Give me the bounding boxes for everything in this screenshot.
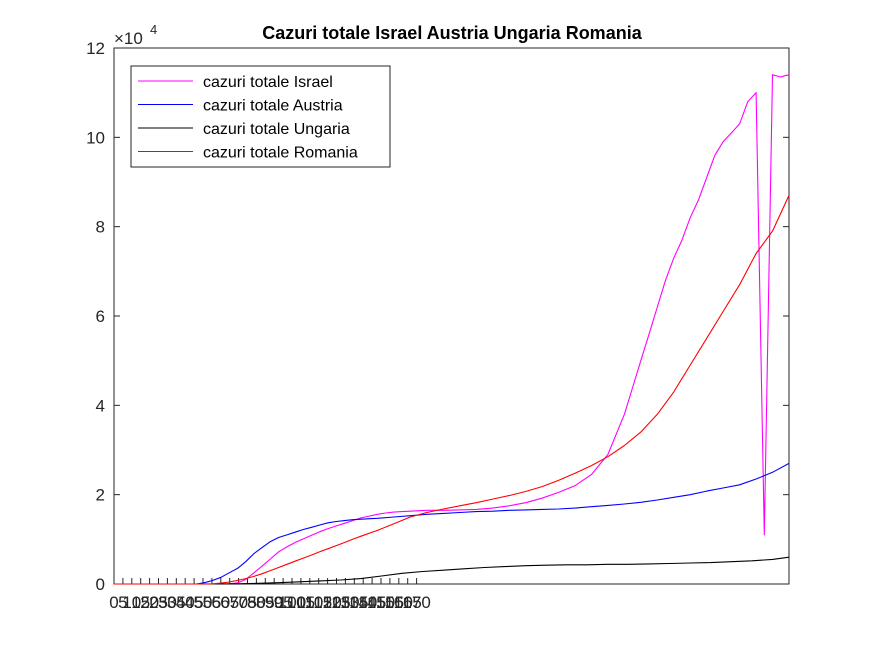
x-tick-label: 170 (402, 593, 430, 612)
series-lines (114, 74, 790, 585)
chart-title: Cazuri totale Israel Austria Ungaria Rom… (262, 23, 642, 43)
y-tick-label: 6 (96, 307, 105, 326)
x-tick-label: 120 (313, 593, 341, 612)
x-tick-label: 130 (331, 593, 359, 612)
y-axis-exponent: ×10 4 (114, 22, 157, 48)
x-tick-label: 100 (278, 593, 306, 612)
legend-label: cazuri totale Israel (203, 74, 333, 91)
x-tick-label: 135 (340, 593, 368, 612)
x-tick-label: 50 (194, 593, 213, 612)
y-exponent-power: 4 (150, 22, 157, 37)
legend-box (130, 65, 391, 168)
x-tick-label: 40 (176, 593, 195, 612)
x-tick-label: 75 (238, 593, 257, 612)
y-tick-label: 4 (96, 396, 105, 415)
x-tick-label: 5 (118, 593, 127, 612)
y-axis: 0 2 4 6 8 10 12 (86, 39, 789, 594)
y-tick-label: 8 (96, 218, 105, 237)
legend-label: cazuri totale Ungaria (203, 121, 350, 138)
x-tick-label: 0 (109, 593, 118, 612)
legend-label: cazuri totale Romania (203, 145, 358, 162)
x-tick-label: 70 (229, 593, 248, 612)
x-tick-label: 25 (149, 593, 168, 612)
x-tick-label: 160 (385, 593, 413, 612)
series-line-1 (114, 74, 790, 585)
x-tick-label: 15 (131, 593, 150, 612)
x-tick-label: 145 (358, 593, 386, 612)
x-tick-label: 150 (367, 593, 395, 612)
x-tick-label: 20 (140, 593, 159, 612)
series-line-4 (114, 195, 790, 585)
series-line-2 (114, 462, 790, 585)
x-tick-label: 95 (274, 593, 293, 612)
x-tick-label: 155 (376, 593, 404, 612)
x-axis: 0 510152025303540455055606570758085909510… (109, 578, 431, 612)
legend: cazuri totale Israel cazuri totale Austri… (130, 65, 391, 168)
x-tick-label: 125 (322, 593, 350, 612)
x-tick-label: 90 (265, 593, 284, 612)
x-tick-label: 65 (220, 593, 239, 612)
y-tick-label: 2 (96, 486, 105, 505)
x-tick-label: 10 (122, 593, 141, 612)
x-tick-label: 115 (305, 593, 332, 612)
y-tick-label: 10 (86, 128, 105, 147)
y-exponent-base: ×10 (114, 29, 143, 48)
y-tick-label: 12 (86, 39, 105, 58)
x-tick-label: 165 (394, 593, 422, 612)
x-tick-label: 80 (247, 593, 266, 612)
legend-label: cazuri totale Austria (203, 98, 343, 115)
x-tick-label: 45 (185, 593, 204, 612)
y-tick-label: 0 (96, 575, 105, 594)
x-tick-label: 55 (202, 593, 221, 612)
x-tick-label: 140 (349, 593, 377, 612)
x-tick-label: 110 (296, 593, 323, 612)
x-tick-label: 85 (256, 593, 275, 612)
x-tick-label: 30 (158, 593, 177, 612)
series-line-3 (114, 556, 790, 585)
x-tick-label: 35 (167, 593, 186, 612)
x-tick-label: 105 (287, 593, 315, 612)
x-tick-label: 60 (211, 593, 230, 612)
